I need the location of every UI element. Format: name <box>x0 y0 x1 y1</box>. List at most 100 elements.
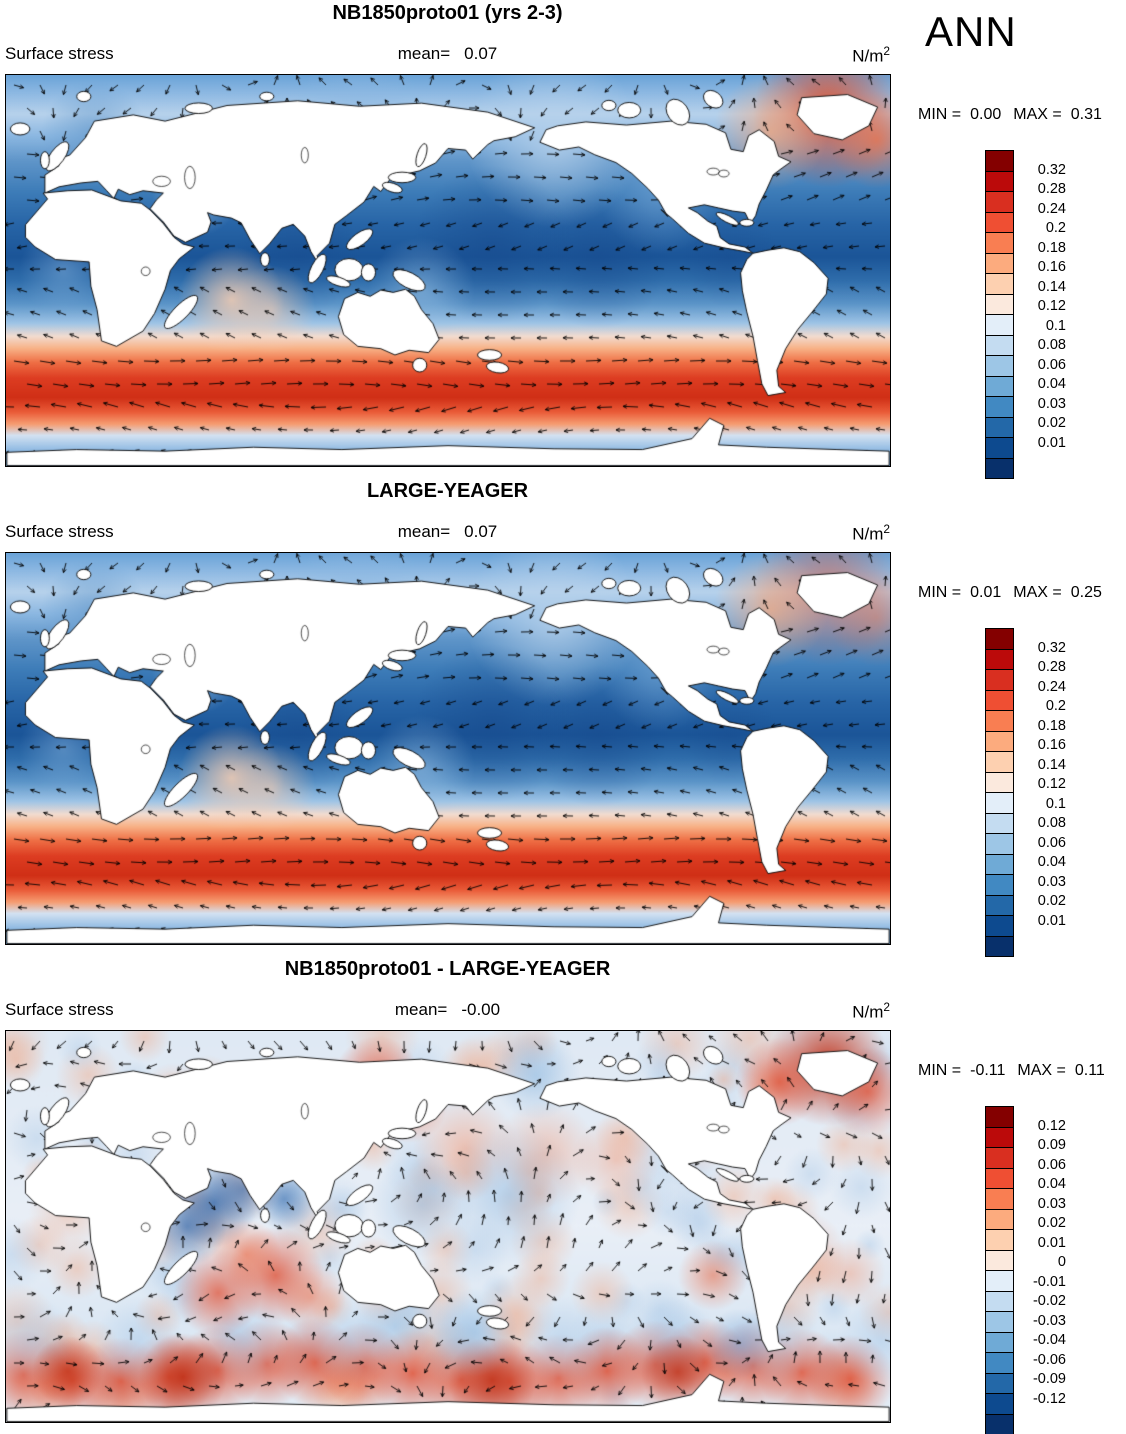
colorbar-tick-label: 0.24 <box>1037 678 1066 695</box>
colorbar-segment <box>986 1373 1013 1394</box>
colorbar-segment <box>986 1168 1013 1189</box>
world-map-panel-1 <box>5 74 891 467</box>
colorbar-segment <box>986 936 1013 956</box>
colorbar-tick-label: 0.01 <box>1037 1234 1066 1251</box>
colorbar-tick-label: 0.2 <box>1045 698 1066 714</box>
min-label: MIN = <box>918 1062 962 1079</box>
colorbar-tick-label: 0.02 <box>1037 1215 1066 1231</box>
minmax-row: MIN = 0.01 MAX = 0.25 <box>918 584 1102 602</box>
colorbar-segment <box>986 458 1013 478</box>
colorbar-tick-label: 0.08 <box>1037 337 1066 353</box>
colorbar-tick-label: -0.04 <box>1032 1332 1066 1348</box>
panel-title: LARGE-YEAGER <box>366 480 529 502</box>
min-label: MIN = <box>918 106 962 123</box>
colorbar-tick-label: 0.1 <box>1045 795 1066 812</box>
colorbar-segment <box>986 834 1013 855</box>
colorbar-tick-label: 0.18 <box>1037 239 1066 256</box>
colorbar-tick-label: 0.03 <box>1037 1195 1066 1212</box>
colorbar-segment <box>986 1291 1013 1312</box>
colorbar-segment <box>986 875 1013 896</box>
colorbar-labels: 0.12 0.09 0.06 0.04 0.03 0.02 0.01 0 -0.01 -0.02 -… <box>1020 1106 1066 1420</box>
colorbar-segment <box>986 649 1013 670</box>
colorbar-segment <box>986 376 1013 397</box>
units-label: N/m2 <box>852 1000 890 1022</box>
colorbar-segment <box>986 670 1013 691</box>
min-label: MIN = <box>918 584 962 601</box>
mean-value: -0.00 <box>461 1000 501 1019</box>
colorbar-tick-label: 0.06 <box>1037 1156 1066 1173</box>
minmax-row: MIN = 0.00 MAX = 0.31 <box>918 106 1102 124</box>
panel-large-yeager: LARGE-YEAGER Surface stress mean= 0.07 N/… <box>0 478 1126 957</box>
panel-title: NB1850proto01 - LARGE-YEAGER <box>284 958 611 980</box>
colorbar-tick-label: 0.04 <box>1037 854 1066 870</box>
colorbar-tick-label: 0.16 <box>1037 737 1066 753</box>
min-value: 0.00 <box>970 106 1002 123</box>
max-value: 0.25 <box>1070 584 1102 601</box>
colorbar-tick-label: 0.06 <box>1037 834 1066 851</box>
min-value: 0.01 <box>970 584 1002 601</box>
colorbar-segment <box>986 1127 1013 1148</box>
subtitle-row: Surface stress mean= -0.00 N/m2 <box>5 1000 890 1023</box>
colorbar-tick-label: -0.01 <box>1032 1273 1066 1290</box>
colorbar-tick-label: 0.12 <box>1037 298 1066 314</box>
panel-difference: NB1850proto01 - LARGE-YEAGER Surface str… <box>0 956 1126 1434</box>
colorbar-tick-label: 0.28 <box>1037 181 1066 197</box>
max-label: MAX = <box>1013 584 1062 601</box>
colorbar-tick-label: 0.04 <box>1037 1176 1066 1192</box>
colorbar-tick-label: 0 <box>1057 1254 1066 1270</box>
colorbar-segment <box>986 1148 1013 1169</box>
colorbar-tick-label: 0.1 <box>1045 317 1066 334</box>
colorbar-tick-label: 0.01 <box>1037 912 1066 929</box>
mean-label: mean= <box>397 44 451 63</box>
field-label: Surface stress <box>5 1000 114 1019</box>
colorbar-tick-label: 0.2 <box>1045 220 1066 236</box>
colorbar-tick-label: 0.09 <box>1037 1137 1066 1153</box>
colorbar-segment <box>986 895 1013 916</box>
colorbar-segment <box>986 315 1013 336</box>
colorbar-segment <box>986 171 1013 192</box>
field-label: Surface stress <box>5 522 114 541</box>
colorbar-bar <box>985 1106 1014 1434</box>
colorbar-segment <box>986 274 1013 295</box>
colorbar-segment <box>986 192 1013 213</box>
colorbar-tick-label: 0.18 <box>1037 717 1066 734</box>
colorbar-tick-label: 0.12 <box>1037 776 1066 792</box>
colorbar-tick-label: 0.14 <box>1037 278 1066 295</box>
colorbar-segment <box>986 1332 1013 1353</box>
colorbar-tick-label: -0.12 <box>1032 1390 1066 1407</box>
colorbar-tick-label: 0.03 <box>1037 873 1066 890</box>
colorbar-tick-label: 0.16 <box>1037 259 1066 275</box>
mean-readout: mean= 0.07 <box>300 44 595 67</box>
colorbar-tick-label: 0.04 <box>1037 376 1066 392</box>
colorbar-tick-label: 0.28 <box>1037 659 1066 675</box>
minmax-row: MIN = -0.11 MAX = 0.11 <box>918 1062 1105 1080</box>
mean-readout: mean= -0.00 <box>300 1000 595 1023</box>
colorbar-tick-label: 0.02 <box>1037 893 1066 909</box>
colorbar-tick-label: -0.09 <box>1032 1371 1066 1387</box>
season-label: ANN <box>925 8 1017 55</box>
colorbar-segment <box>986 1271 1013 1292</box>
max-label: MAX = <box>1013 106 1062 123</box>
colorbar-labels: 0.32 0.28 0.24 0.2 0.18 0.16 0.14 0.12 0.1 0.08 0.… <box>1020 150 1066 464</box>
colorbar-segment <box>986 1353 1013 1374</box>
colorbar-segment <box>986 1209 1013 1230</box>
colorbar-segment <box>986 1414 1013 1434</box>
field-label: Surface stress <box>5 44 114 63</box>
colorbar-segment <box>986 690 1013 711</box>
colorbar-tick-label: -0.03 <box>1032 1312 1066 1329</box>
colorbar-tick-label: -0.06 <box>1032 1351 1066 1368</box>
colorbar-tick-label: 0.01 <box>1037 434 1066 451</box>
max-label: MAX = <box>1017 1062 1066 1079</box>
colorbar-segment <box>986 356 1013 377</box>
colorbar-tick-label: 0.02 <box>1037 415 1066 431</box>
panel-title: NB1850proto01 (yrs 2-3) <box>332 2 563 24</box>
colorbar-segment <box>986 417 1013 438</box>
min-value: -0.11 <box>970 1062 1006 1079</box>
colorbar-tick-label: 0.03 <box>1037 395 1066 412</box>
colorbar-segment <box>986 397 1013 418</box>
max-value: 0.31 <box>1070 106 1102 123</box>
colorbar-segment <box>986 294 1013 315</box>
mean-value: 0.07 <box>464 44 498 63</box>
colorbar-tick-label: 0.12 <box>1037 1117 1066 1134</box>
